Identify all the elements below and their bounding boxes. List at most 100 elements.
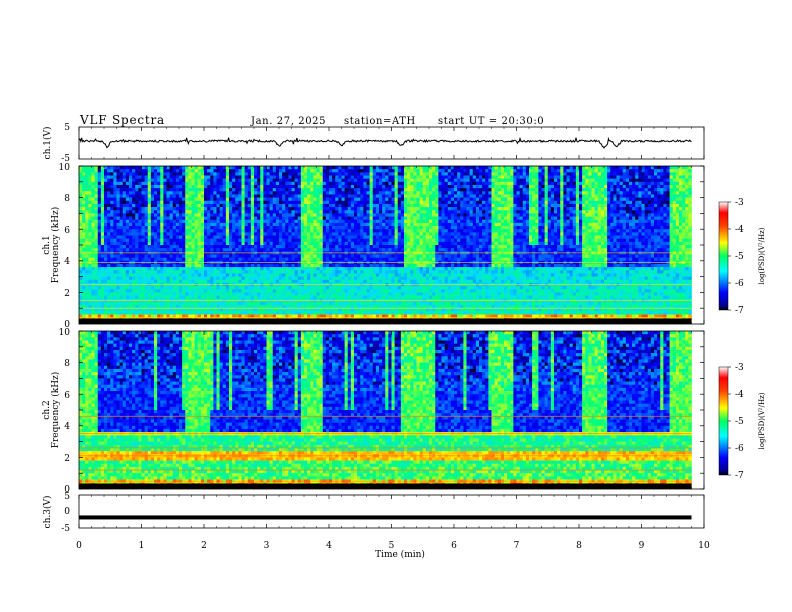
spec-cell <box>247 222 252 227</box>
spec-cell <box>119 207 124 211</box>
spec-cell <box>97 169 102 173</box>
spec-cell <box>297 235 302 239</box>
spec-cell <box>135 263 139 268</box>
spec-cell <box>210 197 214 202</box>
spec-cell <box>132 178 136 183</box>
spec-cell <box>213 191 217 195</box>
spec-cell <box>332 267 336 271</box>
spec-cell <box>132 197 136 202</box>
spec-cell <box>235 229 239 233</box>
spec-cell <box>344 229 349 233</box>
spec-cell <box>172 197 177 202</box>
spec-cell <box>238 292 242 296</box>
spec-cell <box>294 203 299 208</box>
spec-cell <box>232 279 236 284</box>
spec-cell <box>100 229 105 233</box>
spec-cell <box>225 213 230 217</box>
spec-cell <box>197 248 202 252</box>
spec-cell <box>91 178 95 183</box>
spec-cell <box>94 226 99 230</box>
spec-cell <box>197 219 202 224</box>
spec-cell <box>175 232 180 236</box>
spec-cell <box>122 241 127 246</box>
spec-cell <box>100 184 105 189</box>
spec-cell <box>310 226 314 230</box>
spec-cell <box>82 232 86 236</box>
spec-cell <box>188 178 192 183</box>
spec-cell <box>313 229 317 233</box>
spec-cell <box>313 305 317 309</box>
spec-cell <box>282 279 286 284</box>
spec-cell <box>207 172 211 176</box>
spec-cell <box>150 267 155 271</box>
spec-cell <box>222 197 227 202</box>
spec-cell <box>232 219 236 224</box>
spec-cell <box>263 200 267 205</box>
spec-cell <box>269 238 274 243</box>
spec-cell <box>194 308 199 312</box>
spec-cell <box>210 216 214 221</box>
spec-cell <box>150 311 155 315</box>
spec-cell <box>97 222 102 227</box>
spec-cell <box>347 210 352 214</box>
spec-cell <box>297 267 302 271</box>
spec-cell <box>319 181 324 186</box>
spec-cell <box>325 301 330 306</box>
spec-cell <box>238 226 242 230</box>
spec-cell <box>210 207 214 211</box>
spec-cell <box>138 241 142 246</box>
spec-cell <box>304 181 308 186</box>
spec-cell <box>107 194 111 198</box>
spec-cell <box>163 210 167 214</box>
spec-cell <box>147 270 152 274</box>
spec-cell <box>294 279 299 284</box>
spec-cell <box>294 194 299 198</box>
spec-cell <box>379 276 383 281</box>
spec-cell <box>91 267 95 271</box>
spec-cell <box>266 292 270 296</box>
spec-cell <box>366 181 370 186</box>
spec-cell <box>172 257 177 262</box>
spec-cell <box>250 232 255 236</box>
spec-cell <box>88 191 92 195</box>
spec-cell <box>366 301 370 306</box>
spec-cell <box>322 181 327 186</box>
spec-cell <box>88 232 92 236</box>
spec-cell <box>166 248 170 252</box>
spec-cell <box>372 273 377 277</box>
spec-cell <box>263 213 267 217</box>
spec-cell <box>160 213 164 217</box>
spec-cell <box>250 245 255 249</box>
spec-cell <box>247 235 252 239</box>
spec-cell <box>116 308 120 312</box>
spec-cell <box>310 216 314 221</box>
spec-cell <box>175 267 180 271</box>
spec-cell <box>344 181 349 186</box>
spec-cell <box>166 226 170 230</box>
spec-cell <box>288 216 292 221</box>
spec-cell <box>316 194 320 198</box>
spec-cell <box>272 197 277 202</box>
spec-cell <box>82 305 86 309</box>
spec-cell <box>329 200 333 205</box>
spec-cell <box>175 248 180 252</box>
spec-cell <box>157 295 161 300</box>
spec-cell <box>166 191 170 195</box>
spec-cell <box>91 257 95 262</box>
spec-cell <box>304 188 308 192</box>
spec-cell <box>204 295 208 300</box>
spec-cell <box>363 305 367 309</box>
spec-cell <box>257 207 261 211</box>
spec-cell <box>300 286 305 290</box>
spec-cell <box>213 213 217 217</box>
spec-cell <box>229 197 233 202</box>
spec-cell <box>132 292 136 296</box>
spec-cell <box>169 216 174 221</box>
spec-cell <box>79 248 83 252</box>
spec-cell <box>285 273 289 277</box>
spec-cell <box>129 292 133 296</box>
spec-cell <box>204 273 208 277</box>
spec-cell <box>147 194 152 198</box>
spec-cell <box>294 314 299 318</box>
spec-cell <box>372 238 377 243</box>
